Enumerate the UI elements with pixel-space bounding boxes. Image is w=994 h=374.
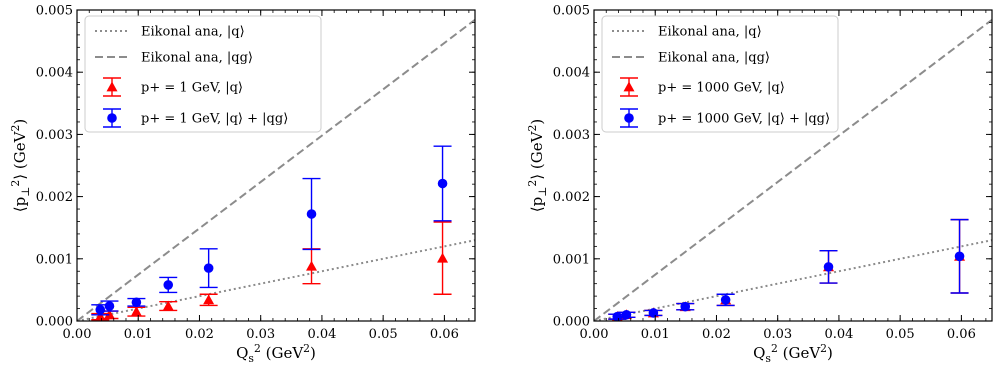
data-point	[950, 218, 969, 294]
y-axis-label: ⟨p⊥2⟩ (GeV2)	[9, 119, 32, 212]
x-tick-label: 0.04	[307, 327, 336, 342]
data-point	[199, 293, 218, 307]
legend-box	[84, 15, 322, 133]
data-point	[127, 297, 146, 308]
legend: Eikonal ana, |q⟩ Eikonal ana, |qg⟩ p+ = 10…	[601, 15, 839, 133]
data-point	[819, 250, 838, 284]
y-tick-label: 0.003	[553, 128, 590, 143]
circle-marker	[823, 262, 834, 272]
ticks: 0.00 0.01 0.02 0.03 0.04 0.05 0.06 0.000 0.001 0.…	[553, 4, 992, 342]
x-tick-label: 0.03	[763, 327, 792, 342]
y-tick-label: 0.001	[553, 252, 590, 267]
triangle-marker	[437, 252, 449, 263]
chart-panel-1: 0.00 0.01 0.02 0.03 0.04 0.05 0.06 0.000 0.001 0.…	[9, 4, 476, 365]
x-axis-label: Qs2 (GeV2)	[236, 342, 316, 365]
data-point	[608, 311, 627, 322]
circle-marker	[104, 301, 115, 311]
eikonal-qg-line	[77, 18, 475, 321]
y-tick-label: 0.000	[36, 315, 73, 330]
y-tick-label: 0.003	[36, 128, 73, 143]
data-point	[676, 301, 695, 312]
x-tick-label: 0.05	[369, 327, 398, 342]
triangle-marker	[103, 309, 115, 320]
triangle-marker	[162, 300, 174, 311]
x-tick-label: 0.06	[947, 327, 976, 342]
data-point	[302, 177, 321, 251]
series-q-plus-qg	[91, 145, 452, 316]
x-tick-label: 0.06	[430, 327, 459, 342]
x-tick-label: 0.01	[124, 327, 153, 342]
circle-marker	[306, 209, 317, 219]
x-tick-label: 0.04	[824, 327, 853, 342]
triangle-marker	[306, 260, 318, 271]
legend-label: p+ = 1 GeV, |q⟩	[141, 81, 243, 96]
eikonal-qg-line	[594, 18, 992, 321]
plot-frame	[76, 9, 476, 322]
x-tick-label: 0.00	[63, 327, 92, 342]
legend-label: Eikonal ana, |qg⟩	[141, 51, 253, 66]
legend-box	[601, 15, 839, 133]
y-tick-label: 0.004	[553, 66, 590, 81]
circle-marker	[131, 297, 142, 308]
legend-label: Eikonal ana, |q⟩	[658, 25, 762, 40]
legend-label: Eikonal ana, |qg⟩	[658, 51, 770, 66]
circle-marker	[720, 295, 731, 305]
x-tick-label: 0.02	[702, 327, 731, 342]
x-axis-label: Qs2 (GeV2)	[753, 342, 833, 365]
data-point	[159, 276, 178, 294]
data-point	[716, 293, 735, 307]
x-tick-label: 0.05	[886, 327, 915, 342]
circle-marker	[621, 309, 632, 320]
y-axis-label: ⟨p⊥2⟩ (GeV2)	[526, 119, 549, 212]
triangle-marker	[130, 306, 142, 317]
x-tick-label: 0.02	[185, 327, 214, 342]
data-point	[127, 306, 146, 317]
data-point	[433, 145, 452, 222]
circle-marker	[163, 280, 174, 290]
chart-panel-2: 0.00 0.01 0.02 0.03 0.04 0.05 0.06 0.000 0.001 0.…	[526, 4, 993, 365]
data-point	[199, 248, 218, 289]
data-point	[302, 248, 321, 285]
y-tick-label: 0.004	[36, 66, 73, 81]
circle-marker	[680, 301, 691, 312]
circle-marker	[203, 263, 214, 273]
circle-marker	[437, 178, 448, 189]
legend-label: Eikonal ana, |q⟩	[141, 25, 245, 40]
data-point	[159, 300, 178, 312]
ticks: 0.00 0.01 0.02 0.03 0.04 0.05 0.06 0.000 0.001 0.…	[36, 4, 475, 342]
y-tick-label: 0.002	[553, 190, 590, 205]
legend-label: p+ = 1 GeV, |q⟩ + |qg⟩	[141, 112, 288, 127]
legend-label: p+ = 1000 GeV, |q⟩ + |qg⟩	[658, 112, 830, 127]
series-q-plus-qg	[608, 218, 969, 322]
legend-circle-marker	[107, 113, 117, 123]
circle-marker	[648, 308, 659, 318]
y-tick-label: 0.005	[553, 4, 590, 19]
x-tick-label: 0.01	[641, 327, 670, 342]
legend-triangle-marker	[106, 81, 118, 92]
data-point	[100, 300, 119, 312]
plot-frame	[593, 9, 993, 322]
x-tick-label: 0.03	[246, 327, 275, 342]
x-tick-label: 0.00	[580, 327, 609, 342]
legend-circle-marker	[624, 113, 634, 123]
triangle-marker	[203, 294, 215, 305]
y-tick-label: 0.001	[36, 252, 73, 267]
data-point	[433, 221, 452, 295]
y-tick-label: 0.005	[36, 4, 73, 19]
legend-triangle-marker	[623, 81, 635, 92]
legend: Eikonal ana, |q⟩ Eikonal ana, |qg⟩ p+ = 1 …	[84, 15, 322, 133]
y-tick-label: 0.000	[553, 315, 590, 330]
data-point	[617, 309, 636, 320]
y-tick-label: 0.002	[36, 190, 73, 205]
circle-marker	[612, 311, 623, 322]
data-point	[644, 308, 663, 318]
legend-label: p+ = 1000 GeV, |q⟩	[658, 81, 785, 96]
circle-marker	[954, 251, 965, 262]
circle-marker	[95, 305, 106, 315]
